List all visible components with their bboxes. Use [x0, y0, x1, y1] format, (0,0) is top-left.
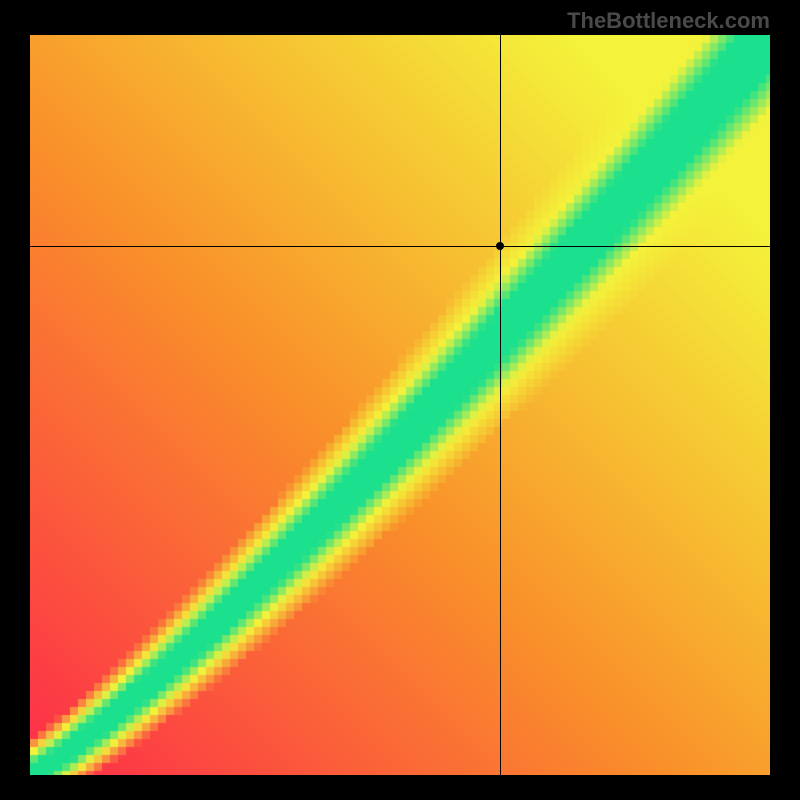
selection-marker	[496, 242, 504, 250]
heatmap-plot	[30, 35, 770, 775]
crosshair-horizontal	[30, 246, 770, 247]
watermark-text: TheBottleneck.com	[567, 8, 770, 34]
chart-container: TheBottleneck.com	[0, 0, 800, 800]
crosshair-vertical	[500, 35, 501, 775]
heatmap-canvas	[30, 35, 770, 775]
